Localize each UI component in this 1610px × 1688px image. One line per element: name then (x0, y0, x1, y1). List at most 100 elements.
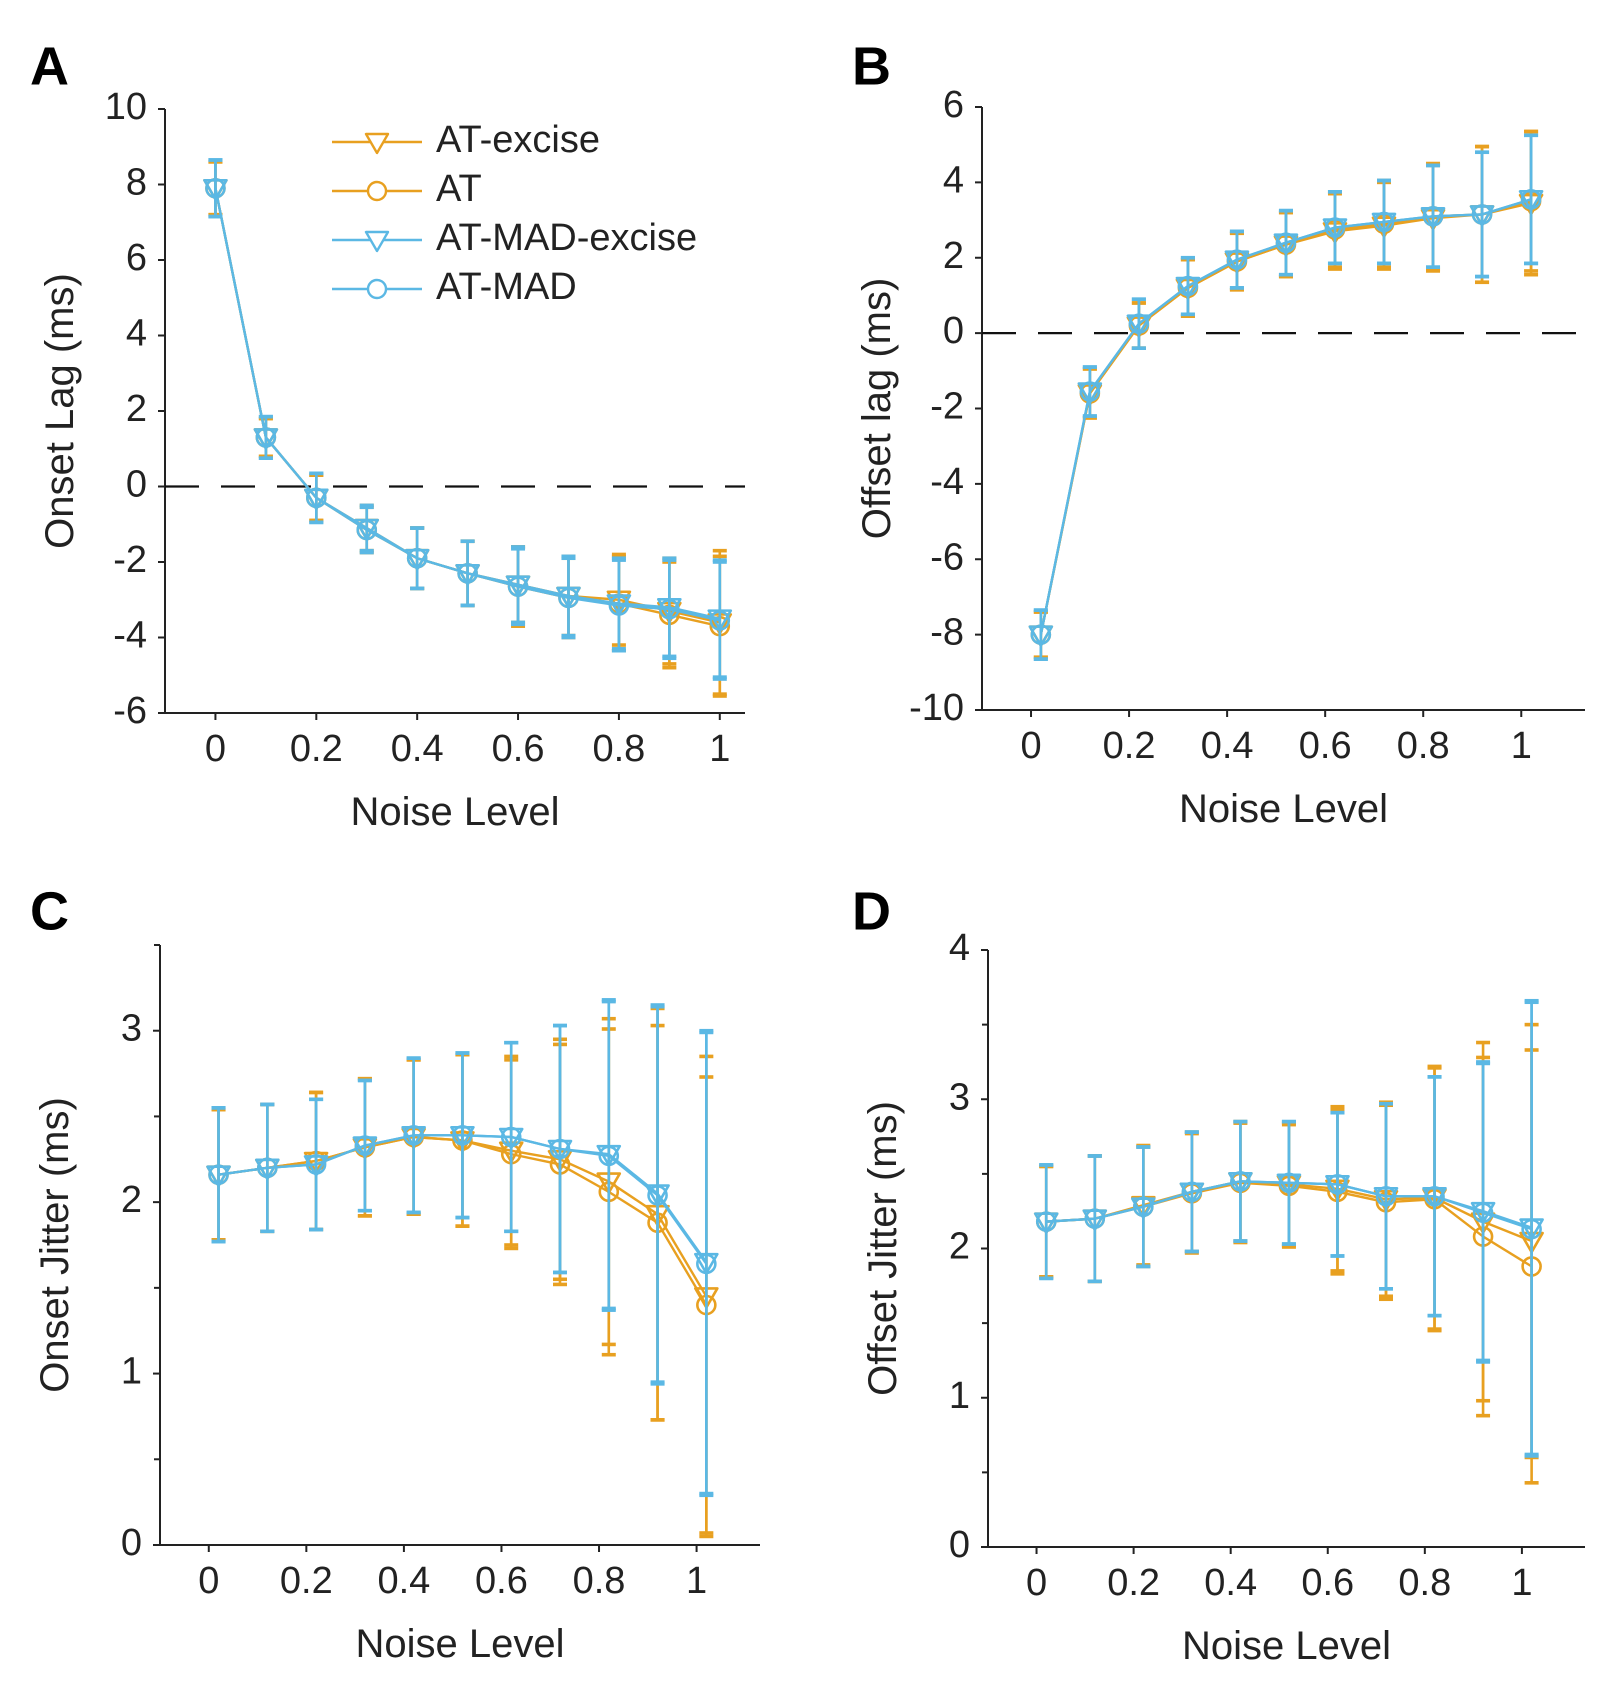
y-tick-label: 2 (126, 388, 147, 430)
data-point (1177, 275, 1199, 297)
panel-a: A -6 -4 -2 0 2 4 6 8 10 0 0.2 0.4 0.6 0.8 1 Noise Level O… (30, 36, 745, 834)
panel-letter: B (852, 36, 891, 96)
legend-label: AT-MAD-excise (436, 217, 697, 259)
y-axis-title: Offset Jitter (ms) (861, 1101, 905, 1396)
y-tick-label: -2 (930, 386, 964, 428)
y-tick-label: -4 (113, 615, 147, 657)
y-tick-label: 1 (949, 1375, 970, 1417)
data-point (1226, 249, 1248, 270)
x-tick-label: 0.2 (290, 728, 343, 770)
y-tick-label: 6 (943, 84, 964, 126)
data-point (507, 576, 529, 597)
series-at-mad (1035, 1000, 1542, 1458)
x-tick-label: 0.6 (475, 1560, 528, 1602)
data-point (1084, 1208, 1106, 1229)
y-tick-label: 2 (943, 235, 964, 277)
series-at (1035, 1048, 1542, 1485)
data-point (205, 177, 226, 199)
legend-entry: AT-excise (332, 119, 600, 161)
data-point (1128, 313, 1150, 335)
data-point (709, 610, 731, 631)
data-point (1230, 1171, 1251, 1192)
y-tick-label: 0 (943, 310, 964, 352)
x-tick-label: 1 (709, 728, 730, 770)
x-tick-label: 0.4 (1204, 1562, 1257, 1604)
data-point (1521, 1218, 1542, 1240)
y-tick-label: 0 (126, 464, 147, 506)
y-tick-label: -6 (113, 690, 147, 732)
legend-entry: AT-MAD-excise (332, 217, 697, 259)
data-point (500, 1126, 522, 1148)
data-point (1133, 1196, 1154, 1218)
x-tick-label: 0.2 (1103, 725, 1156, 767)
y-axis-title: Offset lag (ms) (855, 278, 899, 540)
legend-label: AT-excise (436, 119, 600, 161)
data-point (1324, 217, 1346, 238)
data-point (1030, 624, 1052, 645)
x-tick-label: 0.6 (492, 728, 545, 770)
x-axis-title: Noise Level (355, 1622, 564, 1666)
data-point (255, 427, 277, 448)
data-point (306, 487, 327, 509)
y-tick-label: 10 (105, 86, 147, 128)
data-point (1472, 1202, 1494, 1223)
x-tick-label: 0.2 (1107, 1562, 1160, 1604)
data-point (659, 598, 680, 620)
panel-d: D 0 1 2 3 4 0 0.2 0.4 0.6 0.8 1 Noise Level Offset Ji… (852, 881, 1585, 1668)
legend-label: AT-MAD (436, 266, 577, 308)
data-point (403, 1124, 424, 1146)
y-tick-label: 0 (949, 1524, 970, 1566)
data-point (558, 587, 579, 609)
data-point (457, 563, 478, 584)
y-tick-label: 0 (121, 1522, 142, 1564)
data-point (1422, 205, 1444, 227)
x-tick-label: 1 (686, 1560, 707, 1602)
y-tick-label: 8 (126, 162, 147, 204)
y-tick-label: 4 (949, 927, 970, 969)
legend-entry: AT-MAD (332, 266, 577, 308)
data-point (1278, 1172, 1300, 1194)
x-tick-label: 0 (1026, 1562, 1047, 1604)
data-point (1275, 232, 1297, 253)
y-tick-label: -10 (909, 687, 964, 729)
y-tick-label: -2 (113, 539, 147, 581)
x-axis-title: Noise Level (1182, 1624, 1391, 1668)
y-tick-label: -4 (930, 461, 964, 503)
series-at-mad (205, 158, 731, 681)
x-tick-label: 0.4 (377, 1560, 430, 1602)
y-axis-title: Onset Lag (ms) (38, 273, 82, 549)
legend-marker (366, 180, 388, 202)
series-at-mad (1030, 133, 1542, 661)
x-tick-label: 0.6 (1301, 1562, 1354, 1604)
x-axis-title: Noise Level (1179, 787, 1388, 831)
data-point (696, 1253, 717, 1275)
data-point (1471, 204, 1493, 225)
x-tick-label: 0.8 (1397, 725, 1450, 767)
data-point (1424, 1185, 1445, 1207)
x-tick-label: 0.8 (1398, 1562, 1451, 1604)
x-axis-title: Noise Level (350, 790, 559, 834)
x-tick-label: 0.4 (1201, 725, 1254, 767)
x-tick-label: 1 (1511, 725, 1532, 767)
x-tick-label: 0.6 (1299, 725, 1352, 767)
panel-b: B -10 -8 -6 -4 -2 0 2 4 6 0 0.2 0.4 0.6 0.8 1 Noise Leve… (852, 36, 1585, 831)
y-tick-label: 3 (121, 1008, 142, 1050)
legend-marker (366, 278, 388, 300)
data-point (647, 1184, 668, 1206)
legend: AT-excise AT AT-MAD-excise AT-MAD (332, 119, 697, 308)
y-axis-title: Onset Jitter (ms) (33, 1097, 77, 1393)
data-point (1181, 1181, 1203, 1203)
data-point (1373, 211, 1395, 233)
legend-marker (364, 132, 390, 155)
y-tick-label: -8 (930, 612, 964, 654)
x-tick-label: 0 (1020, 725, 1041, 767)
data-point (406, 547, 428, 569)
x-tick-label: 0.4 (391, 728, 444, 770)
legend-label: AT (436, 168, 482, 210)
data-point (257, 1157, 278, 1179)
y-tick-label: 6 (126, 237, 147, 279)
y-tick-label: 2 (949, 1226, 970, 1268)
y-tick-label: 4 (126, 313, 147, 355)
data-point (356, 519, 378, 541)
data-point (1079, 381, 1101, 402)
